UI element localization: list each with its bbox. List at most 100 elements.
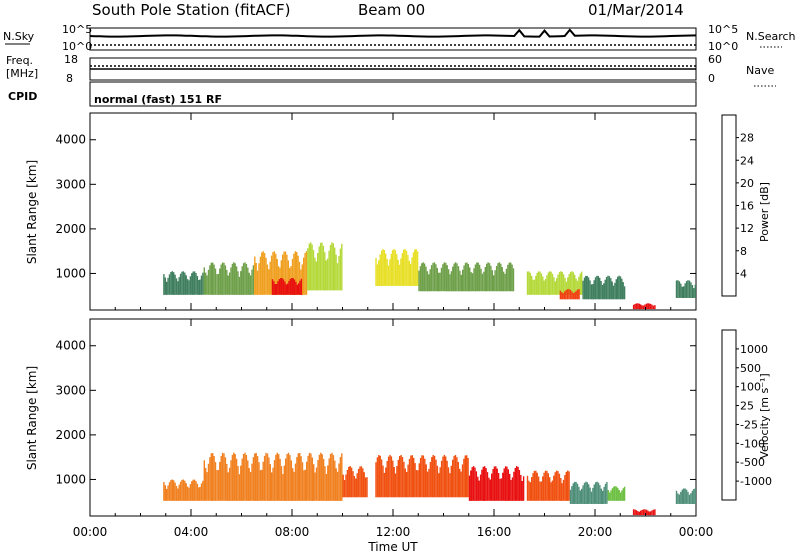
range-time-cell	[585, 481, 587, 504]
velocity-ylabel: Slant Range [km]	[25, 366, 39, 470]
noise-right-tick-top: 10^5	[708, 23, 738, 36]
range-time-cell	[186, 279, 189, 295]
range-time-cell	[308, 243, 310, 291]
range-time-cell	[352, 471, 354, 498]
range-time-cell	[640, 304, 642, 310]
range-time-cell	[522, 476, 525, 501]
range-time-cell	[590, 284, 593, 300]
range-time-cell	[289, 278, 292, 295]
range-time-cell	[304, 253, 306, 295]
range-time-cell	[463, 458, 465, 498]
range-time-cell	[456, 263, 458, 292]
range-time-cell	[556, 278, 558, 295]
range-time-cell	[459, 468, 461, 498]
range-time-cell	[445, 456, 447, 498]
range-time-cell	[596, 275, 598, 300]
range-time-cell	[575, 278, 577, 295]
range-time-cell	[269, 261, 271, 295]
range-time-cell	[521, 481, 523, 501]
range-time-cell	[221, 452, 224, 501]
range-time-cell	[397, 259, 399, 286]
range-time-cell	[474, 264, 477, 292]
range-time-cell	[440, 460, 443, 498]
range-time-cell	[596, 481, 598, 504]
range-time-cell	[476, 262, 478, 292]
range-time-cell	[551, 273, 554, 295]
range-time-cell	[494, 270, 496, 292]
range-time-cell	[164, 485, 166, 501]
range-time-cell	[507, 469, 509, 501]
range-time-cell	[247, 267, 249, 295]
range-time-cell	[258, 263, 260, 295]
range-time-cell	[193, 271, 196, 295]
power-data-marks	[163, 242, 696, 310]
range-time-cell	[461, 464, 464, 498]
range-time-cell	[411, 257, 413, 286]
range-time-cell	[220, 455, 222, 501]
range-time-cell	[554, 472, 556, 501]
range-time-cell	[561, 272, 563, 295]
range-time-cell	[398, 264, 401, 286]
velocity-colorbar: 1000 500 100 25 -25 -100 -500 -1000	[721, 329, 772, 501]
range-time-cell	[562, 479, 565, 501]
range-time-cell	[677, 280, 679, 298]
range-time-cell	[419, 457, 422, 498]
range-time-cell	[582, 280, 584, 300]
range-time-cell	[418, 463, 420, 498]
range-time-cell	[179, 273, 182, 295]
range-time-cell	[237, 466, 239, 501]
range-time-cell	[310, 453, 312, 501]
range-time-cell	[409, 263, 412, 286]
range-time-cell	[177, 281, 179, 295]
range-time-cell	[581, 271, 583, 295]
range-time-cell	[389, 259, 391, 286]
range-time-cell	[266, 264, 269, 295]
range-time-cell	[481, 469, 483, 501]
range-time-cell	[610, 490, 612, 501]
nave-tick-bottom: 0	[708, 72, 715, 85]
range-time-cell	[285, 284, 287, 295]
range-time-cell	[483, 271, 485, 292]
range-time-cell	[613, 486, 615, 501]
range-time-cell	[466, 455, 468, 498]
range-time-cell	[290, 460, 292, 501]
range-time-cell	[286, 454, 288, 501]
range-time-cell	[603, 283, 605, 300]
range-time-cell	[283, 251, 285, 295]
range-time-cell	[339, 457, 342, 501]
range-time-cell	[463, 265, 465, 292]
range-time-cell	[560, 271, 562, 295]
range-time-cell	[343, 480, 346, 498]
range-time-cell	[294, 251, 296, 295]
range-time-cell	[412, 252, 415, 286]
range-time-cell	[334, 460, 336, 501]
range-time-cell	[249, 472, 252, 501]
range-time-cell	[170, 480, 172, 501]
range-time-cell	[313, 464, 315, 501]
range-time-cell	[182, 479, 185, 501]
range-time-cell	[327, 465, 329, 501]
range-time-cell	[321, 454, 323, 501]
range-time-cell	[212, 262, 214, 295]
range-time-cell	[328, 458, 330, 501]
range-time-cell	[300, 456, 302, 501]
range-time-cell	[378, 260, 380, 286]
range-time-cell	[499, 478, 501, 501]
range-time-cell	[607, 275, 609, 300]
range-time-cell	[683, 286, 685, 298]
range-time-cell	[167, 277, 169, 295]
range-time-cell	[233, 262, 235, 295]
range-time-cell	[644, 509, 646, 516]
range-time-cell	[490, 265, 492, 292]
colorbar-tick-label: 12	[740, 222, 754, 235]
range-time-cell	[231, 454, 234, 501]
range-time-cell	[590, 491, 593, 504]
range-time-cell	[474, 467, 476, 501]
range-time-cell	[234, 263, 236, 295]
range-time-cell	[296, 284, 298, 295]
range-time-cell	[397, 459, 399, 498]
range-time-cell	[599, 277, 601, 300]
range-time-cell	[694, 284, 696, 298]
range-time-cell	[470, 470, 472, 501]
range-time-cell	[214, 462, 217, 501]
